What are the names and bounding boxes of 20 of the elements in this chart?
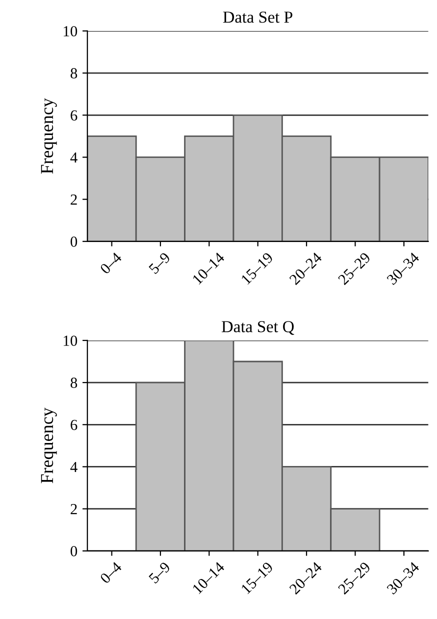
y-tick-label: 10 — [64, 26, 78, 36]
x-tick-label: 0–4 — [99, 252, 122, 275]
y-tick-label: 2 — [70, 194, 77, 205]
y-tick-label: 2 — [70, 504, 77, 514]
y-tick-label: 6 — [70, 420, 78, 430]
y-tick-label: 8 — [70, 68, 78, 78]
chart-title: Data Set P — [223, 12, 292, 23]
chart-title: Data Set Q — [222, 321, 294, 335]
x-tick-label: 5–9 — [148, 252, 171, 274]
y-tick-label: 4 — [70, 462, 78, 472]
y-axis-title: Frequency — [41, 98, 57, 174]
x-tick-label: 0–4 — [99, 561, 122, 584]
y-tick-label: 4 — [70, 152, 78, 163]
y-tick-label: 0 — [70, 236, 78, 247]
y-tick-label: 6 — [70, 110, 78, 121]
y-tick-label: 8 — [70, 378, 78, 388]
y-tick-label: 10 — [64, 336, 78, 346]
y-axis-title: Frequency — [41, 408, 57, 484]
x-tick-label: 5–9 — [148, 561, 171, 584]
y-tick-label: 0 — [70, 546, 78, 556]
